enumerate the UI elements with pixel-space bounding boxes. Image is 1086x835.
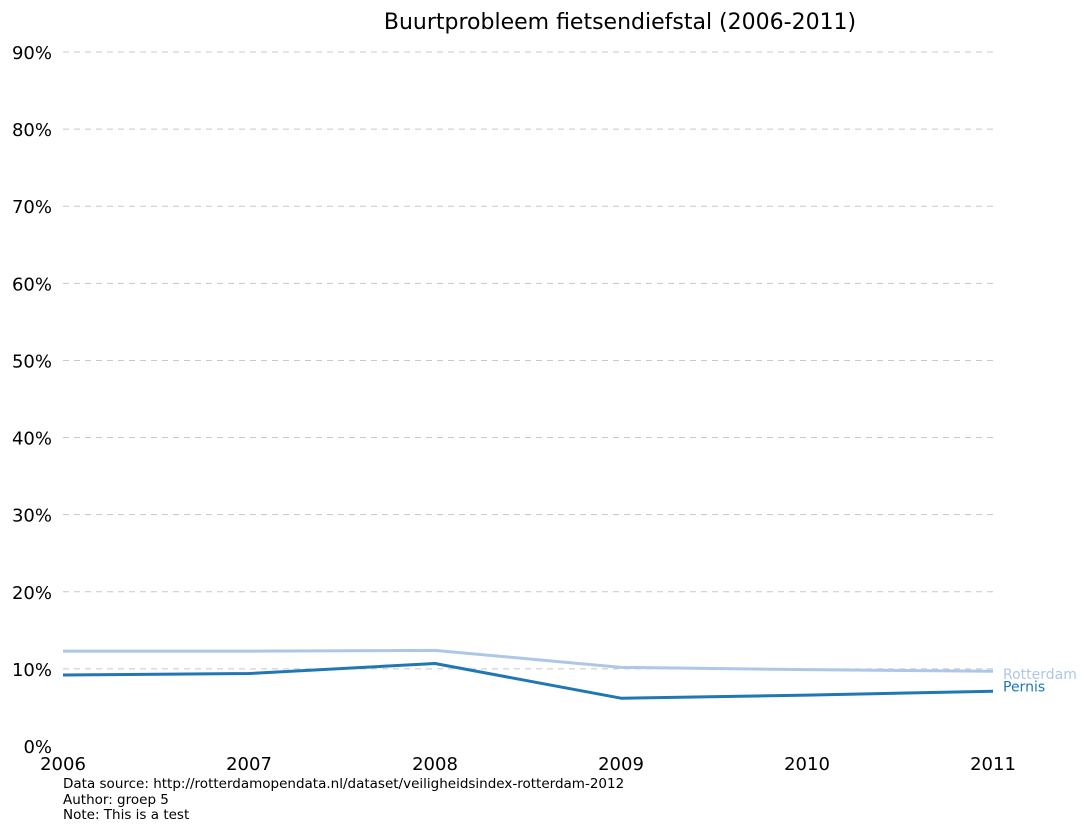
series-lines [62, 648, 994, 700]
y-tick-labels: 0% 10% 20% 30% 40% 50% 60% 70% 80% 90% [12, 43, 52, 758]
y-tick-label: 90% [12, 43, 52, 64]
y-tick-label: 40% [12, 429, 52, 450]
chart-title: Buurtprobleem fietsendiefstal (2006-2011… [384, 10, 856, 35]
y-tick-label: 80% [12, 120, 52, 141]
grid-lines [63, 51, 993, 670]
data-source-note: Data source: http://rotterdamopendata.nl… [63, 776, 625, 792]
test-note: Note: This is a test [63, 807, 190, 823]
x-tick-label: 2011 [970, 754, 1016, 775]
series-line-pernis [62, 661, 994, 700]
x-tick-label: 2006 [40, 754, 86, 775]
x-tick-label: 2010 [784, 754, 830, 775]
author-note: Author: groep 5 [63, 791, 169, 808]
chart-footer: Data source: http://rotterdamopendata.nl… [63, 776, 625, 824]
x-tick-label: 2008 [412, 754, 458, 775]
y-tick-label: 10% [12, 660, 52, 681]
series-line-rotterdam [63, 648, 994, 673]
y-tick-label: 50% [12, 351, 52, 372]
y-tick-label: 30% [12, 506, 52, 527]
x-tick-labels: 2006 2007 2008 2009 2010 2011 [40, 754, 1016, 775]
series-label-pernis: Pernis [1003, 679, 1045, 695]
y-tick-label: 0% [23, 737, 52, 758]
x-tick-label: 2009 [598, 754, 644, 775]
x-tick-label: 2007 [226, 754, 272, 775]
series-label-rotterdam: Rotterdam [1003, 667, 1077, 683]
y-tick-label: 20% [12, 583, 52, 604]
y-tick-label: 60% [12, 274, 52, 295]
y-tick-label: 70% [12, 197, 52, 218]
